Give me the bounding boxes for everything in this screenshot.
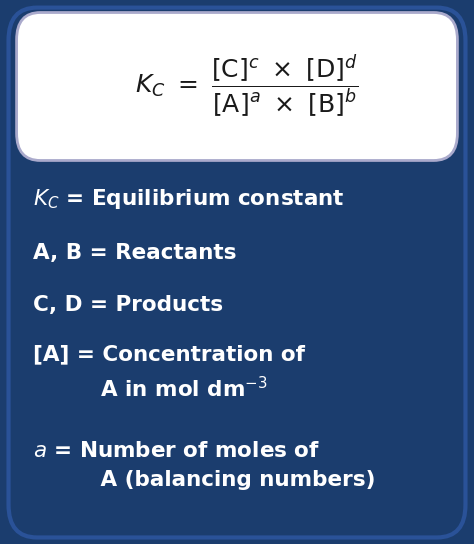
Text: $\mathit{K_C}\ =\ \dfrac{[\mathrm{C}]^c\ \times\ [\mathrm{D}]^d}{[\mathrm{A}]^a\: $\mathit{K_C}\ =\ \dfrac{[\mathrm{C}]^c\…	[135, 53, 358, 120]
FancyBboxPatch shape	[9, 8, 465, 537]
Text: [A] = Concentration of
         A in mol dm$^{-3}$: [A] = Concentration of A in mol dm$^{-3}…	[33, 344, 305, 401]
Text: $\mathit{a}$ = Number of moles of
         A (balancing numbers): $\mathit{a}$ = Number of moles of A (bal…	[33, 441, 376, 490]
Text: $\mathit{K_C}$ = Equilibrium constant: $\mathit{K_C}$ = Equilibrium constant	[33, 187, 345, 211]
FancyBboxPatch shape	[17, 13, 457, 160]
Text: A, B = Reactants: A, B = Reactants	[33, 243, 237, 263]
Text: C, D = Products: C, D = Products	[33, 295, 223, 314]
